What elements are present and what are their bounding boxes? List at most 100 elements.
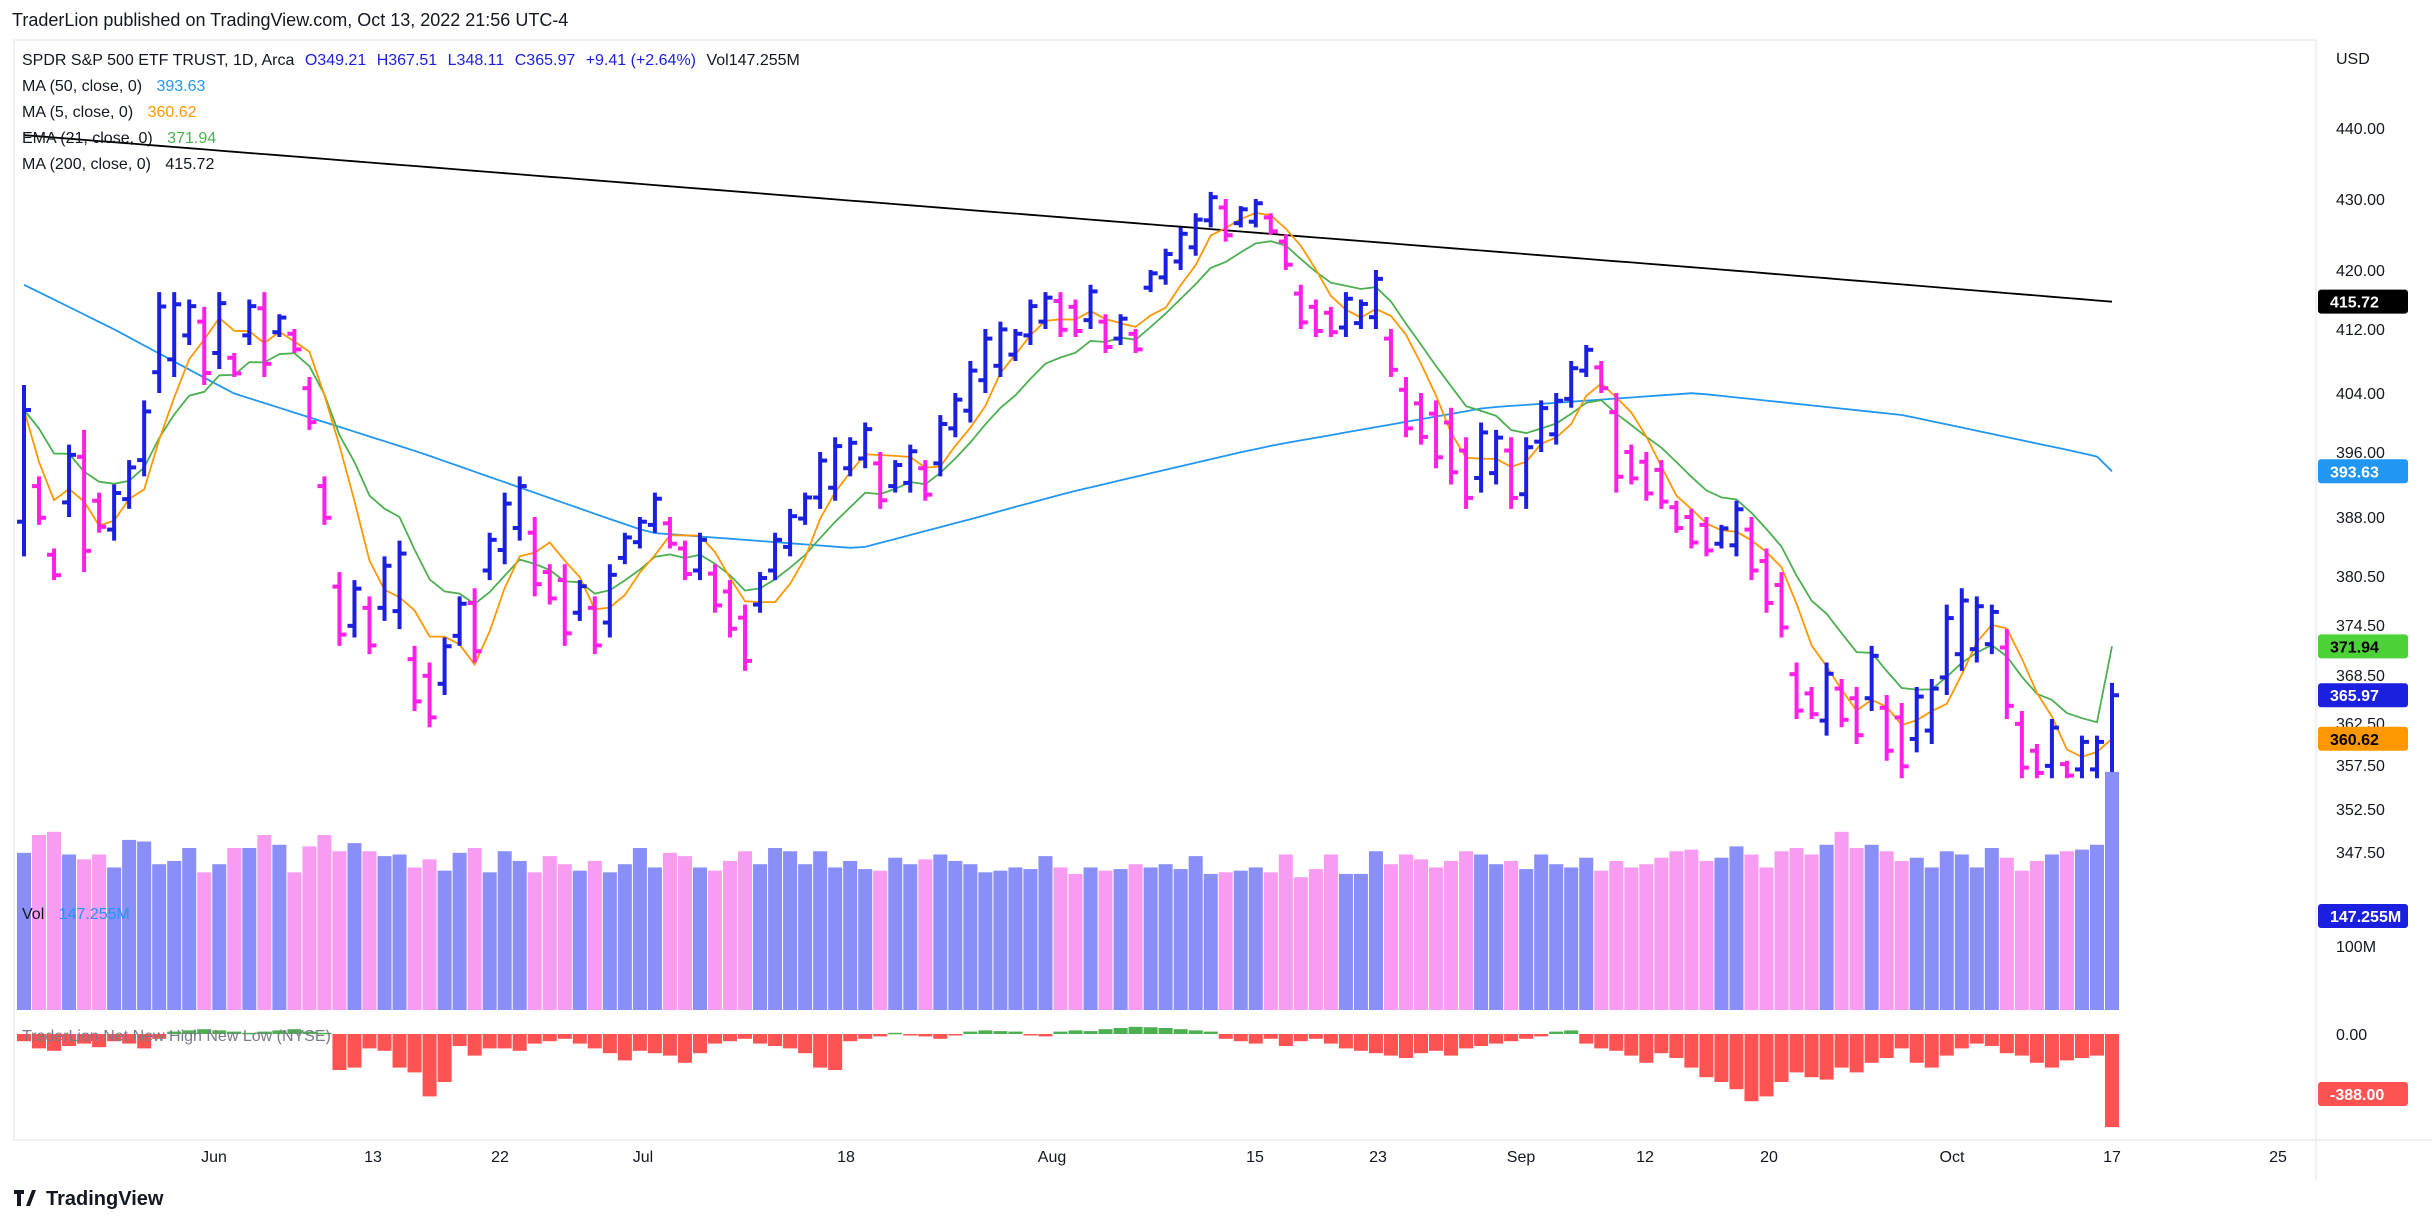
volume-bar	[1519, 869, 1534, 1010]
time-axis[interactable]: Jun 13 22 Jul 18 Aug 15 23 Sep 12 20 Oct 17 25	[201, 1149, 2287, 1166]
volume-bar	[662, 852, 677, 1010]
ohlc-bar	[1594, 361, 1609, 393]
volume-bar	[1819, 844, 1834, 1010]
nhnl-bar	[1744, 1034, 1759, 1102]
time-tick-label: 25	[2269, 1149, 2287, 1166]
nhnl-bar	[1008, 1031, 1023, 1034]
ema21-legend[interactable]: EMA (21, close, 0) 371.94	[22, 130, 216, 148]
nhnl-bar	[1068, 1030, 1083, 1034]
nhnl-bar	[257, 1031, 272, 1034]
nhnl-bar	[1519, 1034, 1534, 1039]
ohlc-bar	[2089, 735, 2104, 779]
nhnl-bar	[1564, 1030, 1579, 1034]
volume-bar	[542, 856, 557, 1010]
volume-bar	[632, 848, 647, 1010]
tradingview-logo[interactable]: TradingView	[14, 1188, 163, 1211]
ohlc-bar	[1203, 191, 1218, 228]
time-tick-label: 18	[837, 1149, 855, 1166]
ma5-legend[interactable]: MA (5, close, 0) 360.62	[22, 104, 197, 122]
nhnl-bar	[1939, 1034, 1954, 1056]
time-tick-label: Aug	[1038, 1149, 1066, 1166]
nhnl-bar	[1459, 1034, 1474, 1049]
volume-bar	[1984, 848, 1999, 1010]
ohlc-bar	[933, 415, 948, 477]
volume-bar	[1759, 867, 1774, 1010]
nhnl-bar	[1143, 1027, 1158, 1034]
ma200-path	[23, 134, 2113, 303]
ohlc-bar	[1278, 234, 1293, 270]
volume-bar	[2074, 849, 2089, 1010]
ohlc-bar	[197, 306, 212, 385]
volume-bar	[1879, 851, 1894, 1010]
ohlc-bar	[1579, 345, 1594, 377]
volume-bar	[1684, 849, 1699, 1010]
ohlc-bar	[227, 353, 242, 377]
ohlc-bar	[512, 476, 527, 541]
nhnl-bar	[1804, 1034, 1819, 1078]
ohlc-bar	[1248, 199, 1263, 228]
volume-bar	[497, 851, 512, 1010]
ohlc-bar	[317, 476, 332, 525]
ohlc-bar	[1263, 213, 1278, 235]
ohlc-bar	[1939, 604, 1954, 695]
ma200-label: MA (200, close, 0)	[22, 156, 151, 173]
volume-bar	[212, 864, 227, 1010]
nhnl-bar	[632, 1034, 647, 1051]
ohlc-bar	[212, 292, 227, 369]
ohlc-bar	[1774, 572, 1789, 638]
volume-bar	[978, 872, 993, 1010]
nhnl-bar	[873, 1034, 888, 1037]
nhnl-bar	[1714, 1034, 1729, 1082]
price-axis[interactable]: USD 440.00 430.00 420.00 412.00 404.00 396.00 3…	[2336, 51, 2385, 1044]
price-tick-label: 396.00	[2336, 445, 2385, 462]
ohlc-bar	[1669, 500, 1684, 533]
nhnl-bar	[1969, 1034, 1984, 1044]
ohlc-bar	[1293, 284, 1308, 329]
volume-bar	[272, 844, 287, 1010]
ema21-tag-box	[2318, 634, 2408, 659]
ohlc-bar	[1459, 437, 1474, 509]
volume-bar	[1489, 864, 1504, 1010]
nhnl-bar	[978, 1030, 993, 1034]
ma50-label: MA (50, close, 0)	[22, 78, 143, 95]
nhnl-bar	[197, 1029, 212, 1034]
volume-bar	[1534, 854, 1549, 1010]
ohlc-bar	[738, 604, 753, 671]
ohlc-bar	[1218, 199, 1233, 242]
ohlc-bar	[1609, 393, 1624, 493]
time-tick-label: Jul	[633, 1149, 653, 1166]
volume-bar	[572, 870, 587, 1010]
symbol-legend[interactable]: SPDR S&P 500 ETF TRUST, 1D, Arca O349.21…	[22, 52, 800, 70]
ohlc-bar	[602, 564, 617, 638]
ohlc-bar	[918, 460, 933, 501]
ma50-legend[interactable]: MA (50, close, 0) 393.63	[22, 78, 205, 96]
ohlc-bar	[182, 299, 197, 345]
ohlc-bar	[2074, 735, 2089, 779]
nhnl-bar	[1398, 1034, 1413, 1058]
volume-tag-box	[2318, 904, 2408, 928]
volume-bar	[783, 851, 798, 1010]
volume-bar	[1789, 848, 1804, 1010]
ohlc-bar	[1368, 270, 1383, 329]
ohlc-bar	[692, 532, 707, 581]
ma50-line	[23, 283, 2113, 549]
volume-bar	[1594, 870, 1609, 1010]
nhnl-bar	[1383, 1034, 1398, 1056]
volume-legend[interactable]: Vol 147.255M	[22, 906, 130, 924]
volume-bar	[1849, 848, 1864, 1010]
ma5-value: 360.62	[147, 104, 197, 121]
ohlc-bar	[723, 580, 738, 638]
volume-bar	[47, 831, 62, 1010]
volume-bar	[1293, 877, 1308, 1010]
ohlc-bar	[1519, 437, 1534, 509]
ohlc-bar	[1654, 460, 1669, 509]
nhnl-legend[interactable]: TraderLion Net New High New Low (NYSE)	[22, 1028, 331, 1046]
ma200-legend[interactable]: MA (200, close, 0) 415.72	[22, 156, 214, 174]
ohlc-bar	[1113, 314, 1128, 345]
ohlc-bar	[167, 292, 182, 377]
nhnl-bar	[392, 1034, 407, 1068]
ohlc-bar	[1699, 517, 1714, 557]
volume-bar	[2059, 851, 2074, 1010]
ohlc-bar	[1338, 292, 1353, 337]
